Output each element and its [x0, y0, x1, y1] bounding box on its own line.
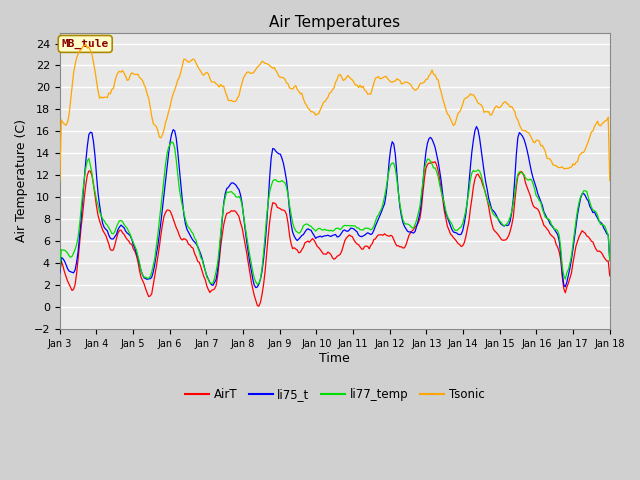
Text: MB_tule: MB_tule — [61, 39, 109, 49]
Title: Air Temperatures: Air Temperatures — [269, 15, 401, 30]
Legend: AirT, li75_t, li77_temp, Tsonic: AirT, li75_t, li77_temp, Tsonic — [180, 384, 489, 406]
X-axis label: Time: Time — [319, 351, 350, 364]
Y-axis label: Air Temperature (C): Air Temperature (C) — [15, 120, 28, 242]
